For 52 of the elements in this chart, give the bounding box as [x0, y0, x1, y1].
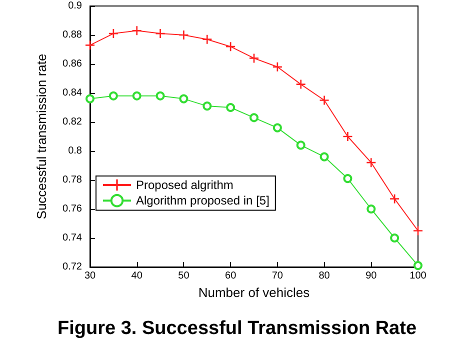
point: [226, 42, 236, 52]
legend-label: Algorithm proposed in [5]: [136, 194, 270, 208]
point: [250, 113, 258, 122]
x-tick-label: 40: [131, 270, 143, 282]
y-tick-label: 0.82: [62, 116, 82, 128]
y-tick-label: 0.72: [62, 262, 82, 272]
point: [226, 103, 236, 112]
point: [132, 26, 142, 36]
x-tick-label: 60: [225, 270, 237, 282]
point: [156, 91, 165, 100]
y-axis-title: Successful transmission rate: [34, 54, 49, 220]
point: [320, 96, 329, 105]
point: [320, 152, 329, 162]
y-tick-label: 0.88: [62, 30, 82, 40]
x-tick-label: 80: [318, 270, 330, 282]
x-tick-label: 70: [272, 270, 284, 282]
y-tick-label: 0.9: [68, 0, 82, 12]
y-tick-label: 0.78: [62, 174, 82, 186]
point: [132, 91, 142, 100]
x-tick-label: 90: [366, 270, 378, 282]
y-tick-label: 0.86: [62, 58, 82, 70]
text: Figure 3. Successful Transmission Rate: [57, 318, 417, 339]
x-tick-label: 100: [410, 270, 427, 282]
point: [414, 261, 422, 270]
y-tick-label: 0.84: [62, 88, 82, 98]
point: [390, 234, 400, 242]
point: [86, 94, 94, 104]
point: [272, 62, 282, 72]
point: [366, 158, 376, 168]
point: [108, 91, 118, 100]
point: [272, 123, 282, 132]
y-tick-label: 0.76: [62, 204, 82, 214]
point: [343, 132, 352, 141]
point: [296, 80, 306, 89]
point: [202, 34, 212, 44]
y-tick-label: 0.8: [68, 146, 82, 156]
point: [250, 54, 258, 63]
point: [179, 30, 188, 40]
point: [390, 194, 400, 204]
point: [156, 29, 165, 38]
y-tick-label: 0.74: [62, 232, 82, 244]
point: [414, 226, 422, 236]
point: [86, 40, 94, 50]
point: [179, 94, 188, 104]
x-tick-label: 50: [178, 270, 190, 282]
legend-label: Proposed algrithm: [136, 178, 234, 192]
point: [202, 102, 212, 111]
x-axis-title: Number of vehicles: [198, 284, 310, 300]
point: [366, 204, 376, 214]
point: [343, 174, 352, 184]
x-tick-label: 30: [84, 270, 96, 282]
point: [296, 140, 306, 150]
